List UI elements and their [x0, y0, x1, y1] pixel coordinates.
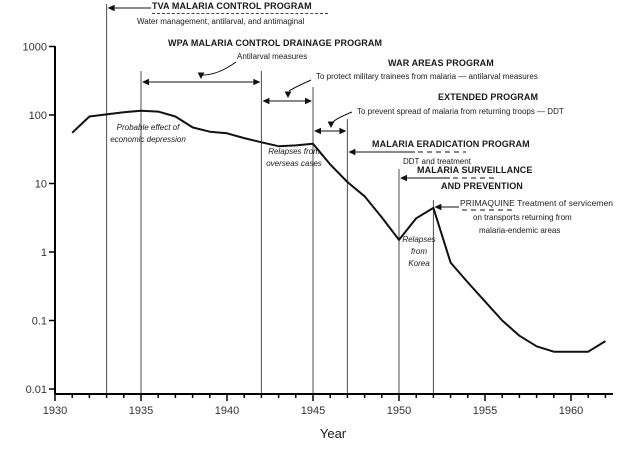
korea-relapses-note: Relapses from Korea: [396, 234, 442, 270]
svg-text:100: 100: [29, 110, 47, 122]
eradication-program-title: MALARIA ERADICATION PROGRAM: [372, 139, 530, 149]
overseas-relapses-note: Relapses from overseas cases: [262, 146, 326, 170]
depression-note: Probable effect of economic depression: [96, 122, 200, 146]
depression-note-line1: Probable effect of: [116, 123, 180, 132]
war-areas-program-title: WAR AREAS PROGRAM: [388, 58, 494, 68]
primaquine-note-line1: PRIMAQUINE Treatment of servicemen: [460, 198, 614, 208]
tva-program-title: TVA MALARIA CONTROL PROGRAM: [152, 1, 328, 14]
korea-relapses-line3: Korea: [408, 259, 430, 268]
svg-text:1940: 1940: [215, 405, 239, 417]
svg-text:1960: 1960: [559, 405, 583, 417]
callout-arrows: [197, 61, 353, 128]
overseas-relapses-line1: Relapses from: [268, 147, 320, 156]
war-areas-program-subtitle: To protect military trainees from malari…: [316, 72, 538, 81]
svg-text:1950: 1950: [387, 405, 411, 417]
svg-text:1930: 1930: [43, 405, 67, 417]
svg-text:1: 1: [41, 247, 47, 259]
overseas-relapses-line2: overseas cases: [266, 159, 322, 168]
svg-text:1935: 1935: [129, 405, 153, 417]
program-span-arrows: [142, 78, 347, 135]
svg-text:1945: 1945: [301, 405, 325, 417]
program-start-arrows: [107, 4, 512, 211]
primaquine-note-line3: malaria-endemic areas: [479, 226, 561, 235]
extended-program-title: EXTENDED PROGRAM: [438, 92, 539, 102]
tva-program-subtitle: Water management, antilarval, and antima…: [137, 17, 305, 26]
wpa-program-subtitle: Antilarval measures: [237, 52, 308, 61]
eradication-program-subtitle: DDT and treatment: [403, 157, 471, 166]
y-axis: 1000 100 10 1 0.1 0.01: [23, 42, 56, 396]
x-axis-title: Year: [319, 426, 347, 441]
data-line: [71, 109, 606, 353]
extended-program-subtitle: To prevent spread of malaria from return…: [357, 107, 564, 116]
svg-text:1955: 1955: [473, 405, 497, 417]
korea-relapses-line2: from: [411, 247, 427, 256]
x-axis: 1930 1935 1940 1945 1950 1955 1960: [43, 393, 613, 417]
svg-text:0.1: 0.1: [32, 316, 47, 328]
primaquine-note-line2: on transports returning from: [473, 213, 572, 222]
wpa-program-title: WPA MALARIA CONTROL DRAINAGE PROGRAM: [168, 38, 383, 48]
surveillance-program-title: MALARIA SURVEILLANCE: [417, 165, 533, 175]
svg-text:10: 10: [35, 179, 47, 191]
depression-note-line2: economic depression: [110, 135, 186, 144]
svg-text:1000: 1000: [23, 42, 47, 54]
korea-relapses-line1: Relapses: [402, 235, 436, 244]
svg-text:0.01: 0.01: [26, 384, 47, 396]
reference-lines: [106, 4, 434, 394]
surveillance-program-title-line2: AND PREVENTION: [441, 181, 523, 191]
